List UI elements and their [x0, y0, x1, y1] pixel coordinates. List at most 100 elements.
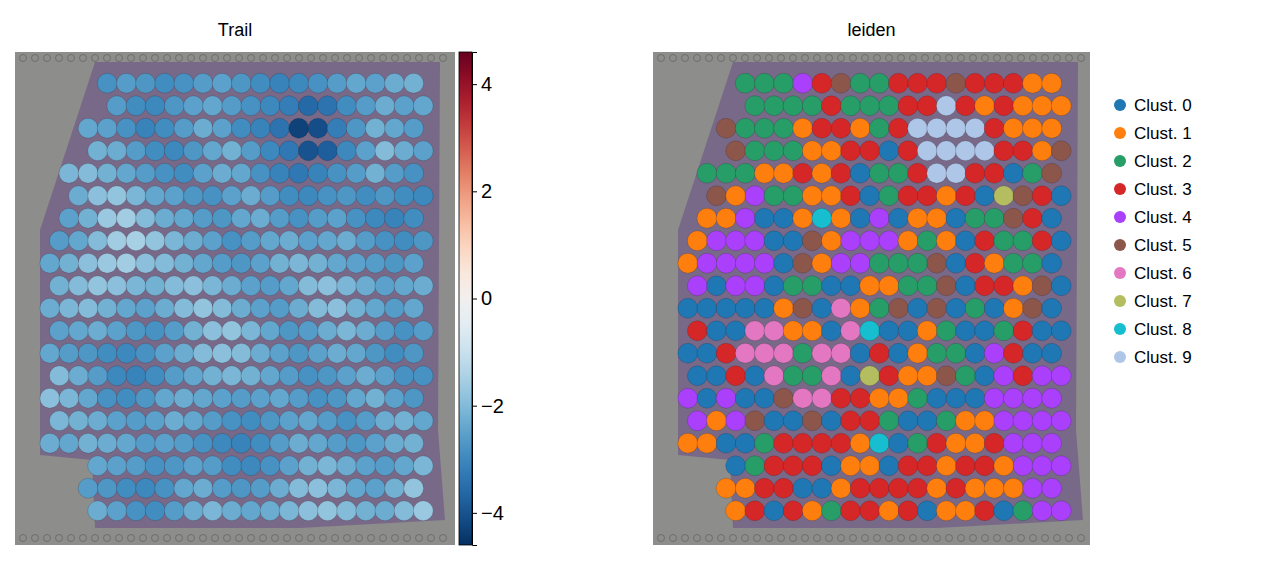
- fiducial-dot: [934, 55, 941, 62]
- fiducial-dot: [32, 55, 39, 62]
- spot: [908, 433, 928, 453]
- spot: [212, 73, 232, 93]
- spot: [193, 478, 213, 498]
- spot: [1042, 343, 1062, 363]
- spot: [888, 343, 908, 363]
- spot: [69, 231, 89, 251]
- spot: [183, 456, 203, 476]
- spot: [745, 411, 765, 431]
- legend-label: Clust. 1: [1134, 124, 1192, 143]
- spot: [59, 253, 79, 273]
- spot: [289, 298, 309, 318]
- spots: [40, 73, 433, 520]
- spot: [69, 321, 89, 341]
- spot: [946, 433, 966, 453]
- fiducial-dot: [802, 55, 809, 62]
- spot: [936, 411, 956, 431]
- spot: [735, 388, 755, 408]
- spot: [879, 186, 899, 206]
- spot: [936, 366, 956, 386]
- spot: [203, 96, 223, 116]
- spot: [164, 456, 184, 476]
- spot: [107, 411, 127, 431]
- spot: [697, 433, 717, 453]
- spot: [69, 411, 89, 431]
- spot: [69, 186, 89, 206]
- spot: [289, 118, 309, 138]
- spot: [136, 388, 156, 408]
- spot: [764, 276, 784, 296]
- spot: [812, 208, 832, 228]
- fiducial-dot: [284, 55, 291, 62]
- spot: [250, 163, 270, 183]
- fiducial-dot: [128, 535, 135, 542]
- fiducial-dot: [874, 55, 881, 62]
- spot: [193, 343, 213, 363]
- spot: [116, 433, 136, 453]
- spot: [726, 276, 746, 296]
- spot: [754, 73, 774, 93]
- spot: [716, 343, 736, 363]
- tick-mark: [472, 406, 477, 407]
- spot: [164, 411, 184, 431]
- spot: [994, 96, 1014, 116]
- tick: 4: [472, 73, 492, 95]
- spot: [984, 433, 1004, 453]
- fiducial-dot: [416, 55, 423, 62]
- spot: [298, 501, 318, 521]
- spot: [88, 321, 108, 341]
- spot: [404, 298, 424, 318]
- spot: [107, 366, 127, 386]
- spot: [231, 478, 251, 498]
- legend-marker: [1114, 155, 1126, 167]
- spot: [308, 343, 328, 363]
- tick-label: −4: [481, 502, 504, 524]
- fiducial-dot: [356, 535, 363, 542]
- spot: [1042, 388, 1062, 408]
- colorbar-gradient: [459, 52, 472, 545]
- spot: [850, 388, 870, 408]
- spot: [222, 456, 242, 476]
- spot: [279, 456, 299, 476]
- legend-marker: [1114, 295, 1126, 307]
- spot: [1032, 501, 1052, 521]
- fiducial-dot: [898, 55, 905, 62]
- spot: [984, 73, 1004, 93]
- spot: [212, 163, 232, 183]
- spot: [956, 411, 976, 431]
- spot: [984, 343, 1004, 363]
- spot: [126, 321, 146, 341]
- fiducial-dot: [814, 55, 821, 62]
- spot: [174, 208, 194, 228]
- spot: [735, 253, 755, 273]
- spot: [697, 253, 717, 273]
- spot: [1042, 478, 1062, 498]
- fiducial-dot: [826, 55, 833, 62]
- spot: [337, 501, 357, 521]
- spot: [869, 253, 889, 273]
- spot: [413, 501, 433, 521]
- spot: [97, 253, 117, 273]
- spot: [385, 388, 405, 408]
- spot: [155, 298, 175, 318]
- spot: [279, 321, 299, 341]
- spot: [250, 73, 270, 93]
- spot: [78, 433, 98, 453]
- spot: [241, 276, 261, 296]
- spot: [697, 343, 717, 363]
- legend-marker: [1114, 211, 1126, 223]
- spot: [946, 388, 966, 408]
- spot: [927, 208, 947, 228]
- spot: [1023, 478, 1043, 498]
- spot: [678, 433, 698, 453]
- spot: [707, 186, 727, 206]
- spot: [793, 478, 813, 498]
- spot: [956, 456, 976, 476]
- spot: [88, 231, 108, 251]
- spot: [965, 388, 985, 408]
- spot: [1042, 208, 1062, 228]
- tissue-image: [653, 52, 1090, 545]
- fiducial-dot: [766, 55, 773, 62]
- spot: [802, 366, 822, 386]
- spot: [1032, 456, 1052, 476]
